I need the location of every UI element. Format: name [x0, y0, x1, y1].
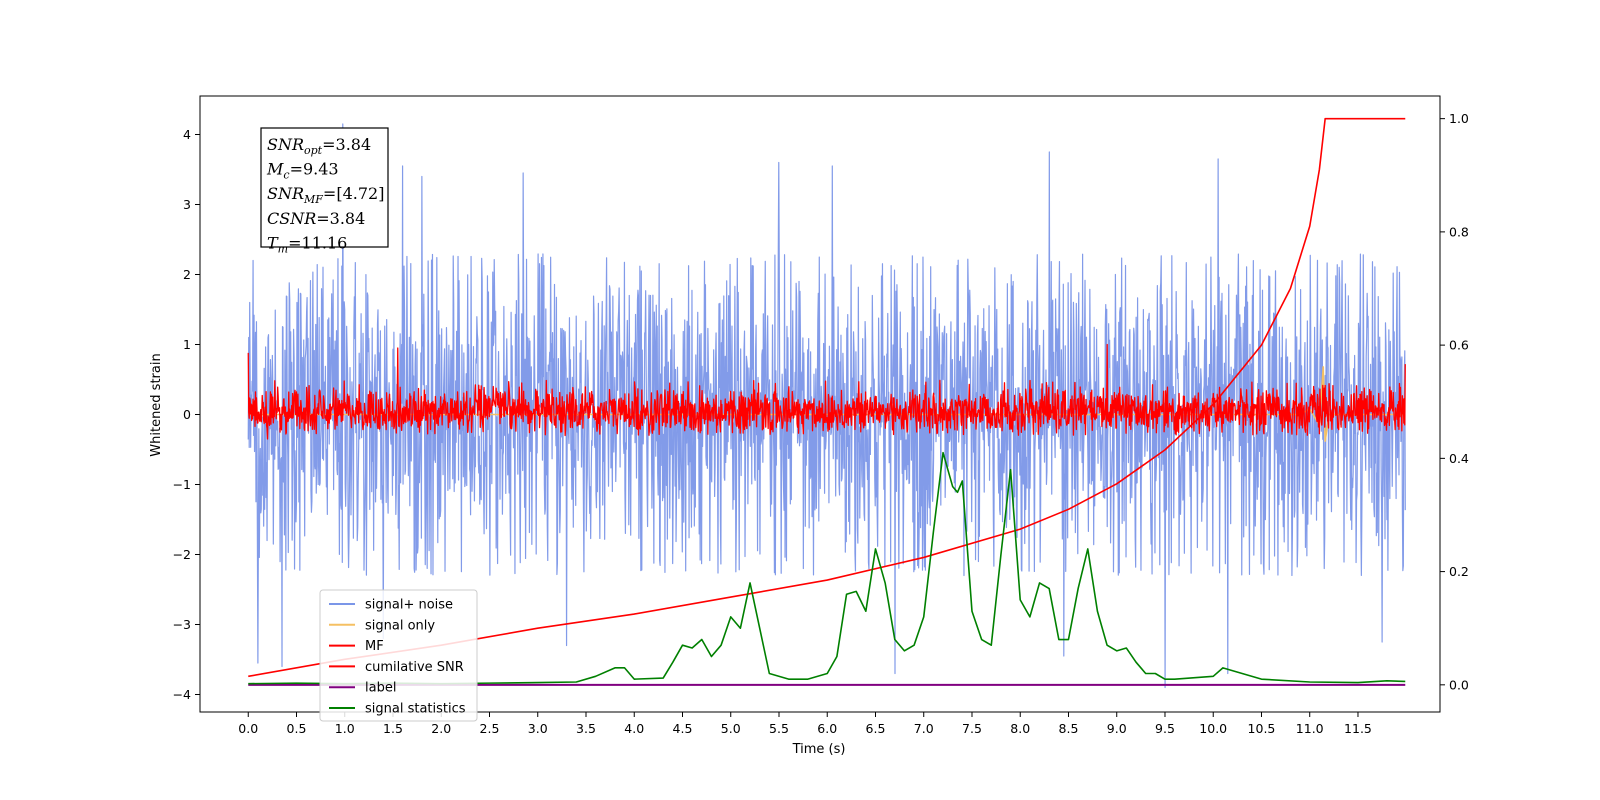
- series-signal-noise: [247, 123, 1406, 689]
- x-tick-label: 8.5: [1059, 721, 1079, 736]
- x-tick-label: 8.0: [1010, 721, 1030, 736]
- series-cumilative-snr: [248, 117, 1406, 678]
- legend-label: signal+ noise: [365, 598, 453, 613]
- x-tick-label: 11.0: [1296, 721, 1324, 736]
- series-signal-statistics: [248, 451, 1406, 685]
- x-tick-label: 4.0: [624, 721, 644, 736]
- legend-label: signal statistics: [365, 702, 466, 717]
- y-right-tick-label: 0.8: [1449, 224, 1469, 239]
- legend-label: signal only: [365, 618, 435, 633]
- plot-frame: [199, 95, 1441, 713]
- x-tick-label: 1.5: [383, 721, 403, 736]
- y-right-tick-label: 0.6: [1449, 338, 1469, 353]
- axes-layer: 0.0 0.5 1.0 1.5 2.0 2.5 3.0 3.5 4.0 4.5 5.0 5.5 6.0 6…: [173, 111, 1469, 736]
- annotation-line: SNRMF=[4.72]: [267, 184, 384, 206]
- y-right-tick-label: 0.4: [1449, 451, 1469, 466]
- x-tick-label: 7.5: [962, 721, 982, 736]
- x-tick-label: 6.5: [866, 721, 886, 736]
- x-tick-label: 6.0: [817, 721, 837, 736]
- y-tick-label: 4: [183, 127, 191, 142]
- x-tick-label: 3.5: [576, 721, 596, 736]
- x-tick-label: 11.5: [1344, 721, 1372, 736]
- x-tick-label: 4.5: [673, 721, 693, 736]
- annotation-line: CSNR=3.84: [267, 209, 365, 228]
- legend-item: signal+ noise: [329, 598, 453, 613]
- legend-item: signal statistics: [329, 702, 466, 717]
- y-axis-label: Whitened strain: [149, 353, 164, 456]
- legend: signal+ noise signal only MF cumilative SNR…: [319, 589, 478, 722]
- annotation-line: Tm=11.16: [267, 233, 347, 255]
- y-tick-label: 3: [183, 197, 191, 212]
- y-tick-label: −1: [173, 477, 191, 492]
- x-tick-label: 9.5: [1155, 721, 1175, 736]
- x-tick-label: 7.0: [914, 721, 934, 736]
- legend-item: cumilative SNR: [329, 660, 464, 675]
- y-tick-label: 0: [183, 407, 191, 422]
- legend-label: cumilative SNR: [365, 660, 464, 675]
- x-tick-label: 3.0: [528, 721, 548, 736]
- legend-label: label: [365, 681, 396, 696]
- x-tick-label: 10.0: [1199, 721, 1227, 736]
- x-axis-label: Time (s): [792, 742, 846, 757]
- x-tick-label: 2.5: [480, 721, 500, 736]
- legend-item: MF: [329, 639, 384, 654]
- x-tick-label: 1.0: [335, 721, 355, 736]
- y-right-tick-label: 1.0: [1449, 111, 1469, 126]
- x-tick-label: 10.5: [1248, 721, 1276, 736]
- y-right-tick-label: 0.0: [1449, 677, 1469, 692]
- legend-item: label: [329, 681, 396, 696]
- x-tick-label: 0.5: [287, 721, 307, 736]
- y-tick-label: −3: [173, 617, 191, 632]
- series-layer: [247, 117, 1406, 689]
- x-tick-label: 0.0: [238, 721, 258, 736]
- series-mf: [247, 343, 1406, 440]
- y-tick-label: 1: [183, 337, 191, 352]
- x-tick-label: 2.0: [431, 721, 451, 736]
- legend-item: signal only: [329, 618, 435, 633]
- x-tick-label: 5.5: [769, 721, 789, 736]
- annotation-line: Mc=9.43: [266, 160, 339, 182]
- y-tick-label: −2: [173, 547, 191, 562]
- y-right-tick-label: 0.2: [1449, 564, 1469, 579]
- y-tick-label: −4: [173, 687, 191, 702]
- annotation-line: SNRopt=3.84: [267, 135, 371, 157]
- legend-label: MF: [365, 639, 384, 654]
- x-tick-label: 5.0: [721, 721, 741, 736]
- y-tick-label: 2: [183, 267, 191, 282]
- x-tick-label: 9.0: [1107, 721, 1127, 736]
